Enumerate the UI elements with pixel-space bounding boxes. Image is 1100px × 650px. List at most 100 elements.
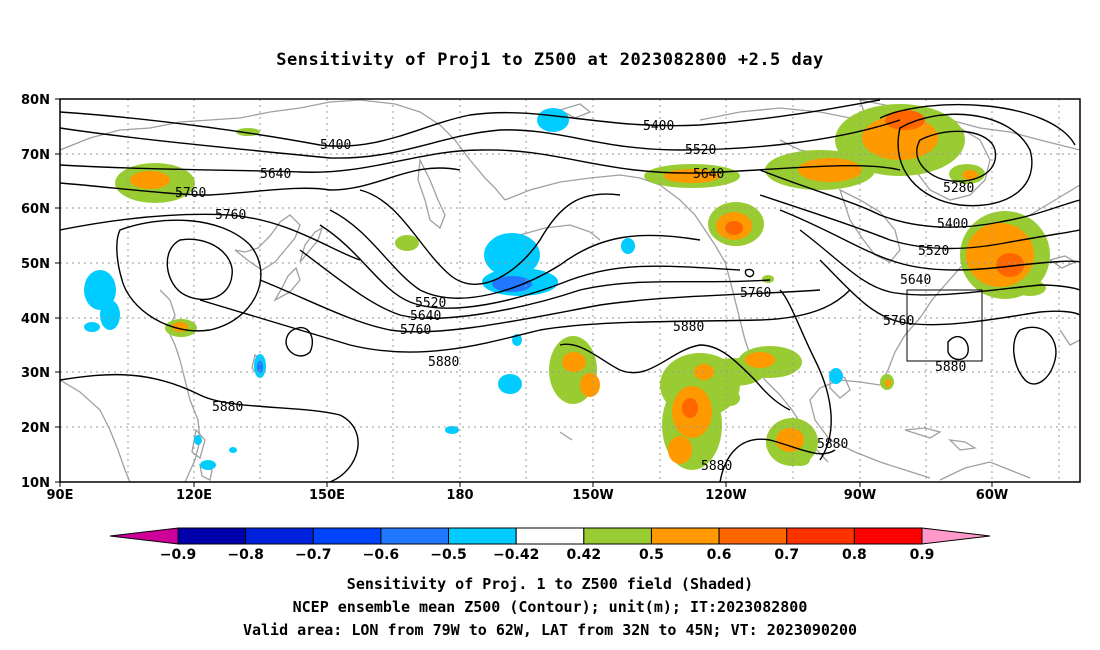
contour-trough-1 [359,189,621,285]
tick-marks [55,98,993,487]
colorbar-label: 0.9 [910,547,935,563]
contour-5520 [60,119,901,159]
contour-label: 5400 [937,217,968,232]
contour-5760-north [60,167,461,196]
colorbar-low-end [109,527,179,545]
contour-5880-dip [719,438,836,482]
contour-trough-4 [299,249,771,319]
grid-lines [60,99,1080,482]
contour-label: 5640 [900,273,931,288]
colorbar-label: 0.7 [774,547,799,563]
x-tick-label: 90E [47,488,74,503]
contour-atl-3 [779,209,1080,271]
contour-label: 5640 [693,167,724,182]
contour-label: 5760 [215,208,246,223]
colorbar-cell [718,527,788,545]
contour-label: 5880 [935,360,966,375]
colorbar-cell [583,527,652,545]
contour-atl-1 [759,169,1080,229]
contour-label: 5520 [415,296,446,311]
contour-5880-gulf [779,289,832,461]
y-tick-label: 30N [21,366,50,381]
contour-labels: 5400 5400 5520 5640 5640 5760 5760 5520 … [175,119,974,474]
y-axis-labels: 80N 70N 60N 50N 40N 30N 20N 10N [21,93,50,491]
contour-5760-west [60,213,361,261]
x-axis-labels: 90E 120E 150E 180 150W 120W 90W 60W [47,488,1009,503]
contour-label: 5400 [643,119,674,134]
caption-line-2: NCEP ensemble mean Z500 (Contour); unit(… [292,598,808,616]
colorbar-cell [853,527,923,545]
contour-atl-5 [819,259,1080,326]
contour-low-ring-3 [879,103,1076,146]
contour-label: 5880 [673,320,704,335]
contour-label: 5880 [428,355,459,370]
contour-label: 5760 [883,314,914,329]
y-tick-label: 10N [21,476,50,491]
contour-label: 5880 [212,400,243,415]
contour-label: 5520 [918,244,949,259]
contour-label: 5760 [740,286,771,301]
colorbar-label: −0.6 [363,547,400,563]
y-tick-label: 20N [21,421,50,436]
colorbar-label: −0.9 [160,547,197,563]
colorbar-label: −0.7 [295,547,332,563]
x-tick-label: 120E [176,488,212,503]
contour-atl-high-2 [1013,326,1057,385]
contour-5400-north [60,99,881,147]
colorbar-label: −0.8 [227,547,264,563]
contour-5640 [60,149,901,174]
contour-label: 5760 [400,323,431,338]
colorbar-label: 0.8 [842,547,867,563]
contour-label: 5880 [817,437,848,452]
colorbar-cell [786,527,855,545]
contour-label: 5640 [260,167,291,182]
contour-label: 5880 [701,459,732,474]
x-tick-label: 180 [446,488,473,503]
colorbar-cell [245,527,314,545]
valid-area-box [906,289,983,362]
contour-small-loop [285,326,314,357]
colorbar-cell [650,527,720,545]
x-tick-label: 150W [572,488,613,503]
colorbar-high-end [921,527,991,545]
contour-label: 5640 [410,309,441,324]
contour-atl-2 [759,194,1080,250]
x-tick-label: 150E [309,488,345,503]
contour-trough-5 [259,279,821,333]
colorbar-cell [448,527,517,545]
y-tick-label: 80N [21,93,50,108]
contour-atl-4 [799,229,1080,296]
contour-high-asia-2 [116,219,262,332]
colorbar-cell [515,527,585,545]
y-tick-label: 50N [21,257,50,272]
colorbar-label: 0.42 [567,547,602,563]
colorbar-label: −0.5 [430,547,467,563]
contour-atl-high [947,336,969,361]
z500-contours [60,99,1080,482]
colorbar-label: 0.5 [639,547,664,563]
y-tick-label: 60N [21,202,50,217]
contour-5880-mid [559,343,791,411]
colorbar-cell [177,527,247,545]
contour-low-ring-2 [897,113,1033,207]
contour-label: 5520 [685,143,716,158]
contour-trough-3 [319,224,741,309]
contour-trough-2 [329,209,701,299]
colorbar-cell [312,527,382,545]
caption-line-1: Sensitivity of Proj. 1 to Z500 field (Sh… [346,575,754,593]
x-tick-label: 60W [976,488,1008,503]
contour-label: 5400 [320,138,351,153]
x-tick-label: 120W [705,488,746,503]
contour-label: 5760 [175,186,206,201]
y-tick-label: 70N [21,148,50,163]
colorbar: −0.9 −0.8 −0.7 −0.6 −0.5 −0.42 0.42 0.5 0.6 0.7 0.… [109,527,991,563]
y-tick-label: 40N [21,312,50,327]
contour-5880-main [199,289,851,353]
figure-title: Sensitivity of Proj1 to Z500 at 20230828… [276,50,824,70]
contour-small-alaska [744,268,755,278]
contour-high-asia [166,238,233,301]
x-tick-label: 90W [844,488,876,503]
contour-label: 5280 [943,181,974,196]
colorbar-label: −0.42 [493,547,539,563]
colorbar-label: 0.6 [707,547,732,563]
